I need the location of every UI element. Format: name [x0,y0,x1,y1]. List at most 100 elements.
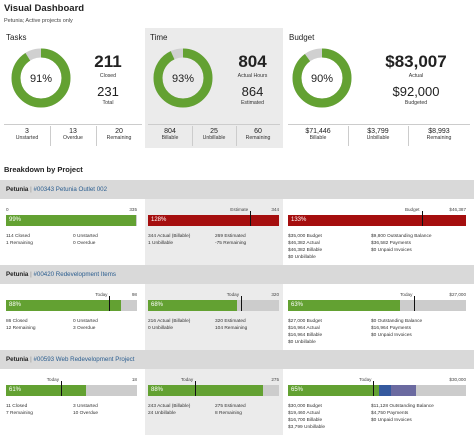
project-link[interactable]: #00420 Redevelopment Items [33,271,116,278]
time-bar-marker [241,296,242,311]
time-details-left: 216 Actual (Billable) 0 Unbillable [148,318,190,332]
budget-details-right: $9,800 Outstanding Balance $36,582 Paymen… [371,233,432,254]
bar-tick-end: 18 [131,377,137,382]
bar-tick-end: 344 [271,207,279,212]
detail-line: 10 Overdue [73,411,99,416]
time-progress-fill [148,300,238,311]
bar-tick-end: 320 [271,292,279,297]
budget-details-left: $35,000 Budget $46,382 Actual $46,382 Bill… [288,233,322,261]
tasks-details-left: 86 Closed 12 Remaining [6,318,36,332]
detail-line: $0 Unbillable [288,255,316,260]
tasks-details-right: 3 Unstarted 10 Overdue [73,403,98,417]
budget-divider [288,124,470,125]
budget-progress-label: 63% [291,302,304,308]
budget-progress-fill [288,385,379,396]
tasks-bar-marker [109,296,111,311]
project-time-column-bg [145,199,283,265]
budget-budgeted-label: Budgeted [404,100,428,106]
detail-line: 320 Estimated [215,319,246,324]
tasks-progress-bar: 99% [6,215,137,226]
budget-actual-value: $83,007 [385,52,447,71]
time-marker-label: Today [226,292,239,297]
detail-line: $9,800 Outstanding Balance [371,234,432,239]
detail-line: 11 Closed [6,404,28,409]
time-details-left: 243 Actual (Billable) 24 Unbillable [148,403,190,417]
time-stat-unbillable: 25 Unbillable [202,128,226,141]
budget-marker-label: Today [400,292,413,297]
tasks-bar-marker [61,381,63,396]
time-donut-arc [153,48,213,108]
project-link[interactable]: #00343 Petunia Outlet 002 [33,186,108,193]
time-stat-billable: 804 Billable [161,128,179,141]
time-progress-label: 88% [151,387,164,393]
tasks-total-label: Total [102,100,114,106]
project-header [0,265,474,284]
budget-progress-fill [288,300,401,311]
bar-tick-end: 98 [131,292,137,297]
detail-line: 1 Unbillable [148,241,174,246]
project-header-text: Petunia | #00593 Web Redevelopment Proje… [6,356,134,363]
time-marker-label: Today [180,377,194,382]
project-separator: | [30,186,32,193]
tasks-progress-fill [6,385,86,396]
time-progress-bar: 88% [148,381,279,396]
budget-stat-unbillable: $3,799 Unbillable [366,128,390,141]
budget-details-left: $30,000 Budget $19,460 Actual $16,700 Bill… [288,403,325,431]
project-client: Petunia [6,356,29,363]
budget-budgeted-value: $92,000 [392,84,440,99]
detail-line: 269 Estimated [215,234,246,239]
detail-line: $0 Outstanding Balance [371,319,423,324]
budget-actual-label: Actual [408,73,424,79]
budget-donut-arc [292,48,352,108]
budget-bar-marker [414,296,416,311]
budget-progress-segment-purple [391,385,417,396]
detail-line: 243 Actual (Billable) [148,404,191,409]
budget-stat-remaining: $8,993 Remaining [426,128,452,141]
tasks-details-right: 0 Unstarted 3 Overdue [73,318,98,332]
tasks-stat-unstarted: 3 Unstarted [15,128,39,141]
budget-details-right: $11,128 Outstanding Balance $4,750 Paymen… [371,403,434,424]
time-details-right: 320 Estimated 104 Remaining [215,318,247,332]
project-header [0,180,474,199]
stat-separator [236,126,237,146]
budget-progress-segment-blue [378,385,392,396]
page-title: Visual Dashboard [4,3,85,14]
time-donut: 93% [153,48,213,108]
time-progress-fill [148,385,264,396]
budget-donut-label: 90% [311,73,333,85]
detail-line: 7 Remaining [6,411,33,416]
detail-line: $30,000 Budget [288,404,322,409]
time-estimated-value: 864 [241,84,264,99]
time-progress-label: 128% [151,217,167,223]
detail-line: 0 Unstarted [73,319,98,324]
detail-line: $19,460 Actual [288,411,320,416]
budget-progress-bar: 65% [288,381,466,396]
time-estimated-label: Estimated [240,100,265,106]
detail-line: 0 Unbillable [148,326,174,331]
time-divider [148,124,280,125]
project-link[interactable]: #00593 Web Redevelopment Project [33,356,135,363]
detail-line: $36,582 Payments [371,241,412,246]
detail-line: $46,382 Billable [288,248,323,253]
detail-line: -75 Remaining [215,241,247,246]
tasks-progress-fill [6,300,122,311]
detail-line: $4,750 Payments [371,411,409,416]
bar-tick-start: 0 [6,207,9,212]
detail-line: 114 Closed [6,234,30,239]
tasks-closed-label: Closed [99,73,117,79]
detail-line: 275 Estimated [215,404,246,409]
detail-line: $27,000 Budget [288,319,322,324]
detail-line: 8 Remaining [215,411,242,416]
time-marker-label: Estimate [230,207,249,212]
tasks-closed-value: 211 [94,52,122,71]
time-progress-bar: 128% [148,211,279,226]
tasks-details-right: 0 Unstarted 0 Overdue [73,233,98,247]
tasks-stat-remaining: 20 Remaining [106,128,132,141]
detail-line: $3,799 Unbillable [288,425,326,430]
detail-line: 12 Remaining [6,326,36,331]
budget-marker-label: Today [359,377,372,382]
project-header [0,350,474,369]
budget-progress-label: 65% [291,387,304,393]
detail-line: $16,700 Billable [288,418,323,423]
breakdown-title: Breakdown by Project [4,165,83,174]
